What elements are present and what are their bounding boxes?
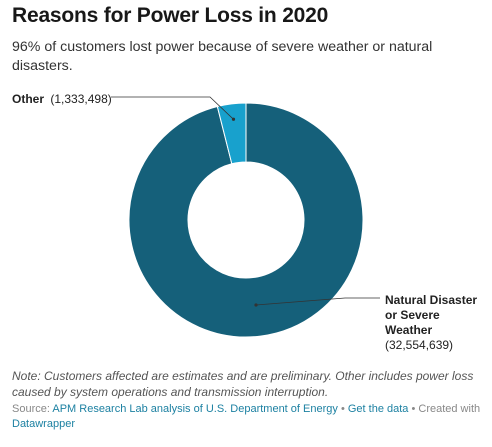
label-other: Other (1,333,498) bbox=[12, 92, 112, 106]
label-other-name: Other bbox=[12, 92, 44, 106]
callout-natural-dot bbox=[254, 303, 258, 307]
donut-slices bbox=[128, 102, 364, 338]
datawrapper-link[interactable]: Datawrapper bbox=[12, 418, 75, 430]
slice-natural-disaster[interactable] bbox=[128, 102, 364, 338]
label-natural-value: (32,554,639) bbox=[385, 338, 453, 352]
chart-subtitle: 96% of customers lost power because of s… bbox=[12, 39, 433, 74]
label-natural-line2: or Severe bbox=[385, 308, 440, 322]
source-link[interactable]: APM Research Lab analysis of U.S. Depart… bbox=[52, 403, 338, 415]
callout-other-dot bbox=[231, 117, 236, 121]
source-sep1: • bbox=[337, 403, 348, 415]
label-natural-line1: Natural Disaster bbox=[385, 293, 477, 307]
source-sep2: • Created with bbox=[408, 403, 481, 415]
slice-other[interactable] bbox=[216, 102, 247, 165]
source-prefix: Source: bbox=[12, 403, 53, 415]
chart-note: Note: Customers affected are estimates a… bbox=[12, 369, 474, 399]
label-other-value: (1,333,498) bbox=[50, 92, 111, 106]
label-natural-line3: Weather bbox=[385, 323, 432, 337]
chart-source: Source: APM Research Lab analysis of U.S… bbox=[12, 402, 482, 432]
chart-title: Reasons for Power Loss in 2020 bbox=[12, 4, 329, 27]
callout-natural-line bbox=[255, 297, 380, 306]
callout-lines bbox=[111, 96, 380, 307]
callout-other-line bbox=[111, 96, 234, 120]
get-data-link[interactable]: Get the data bbox=[347, 403, 409, 415]
